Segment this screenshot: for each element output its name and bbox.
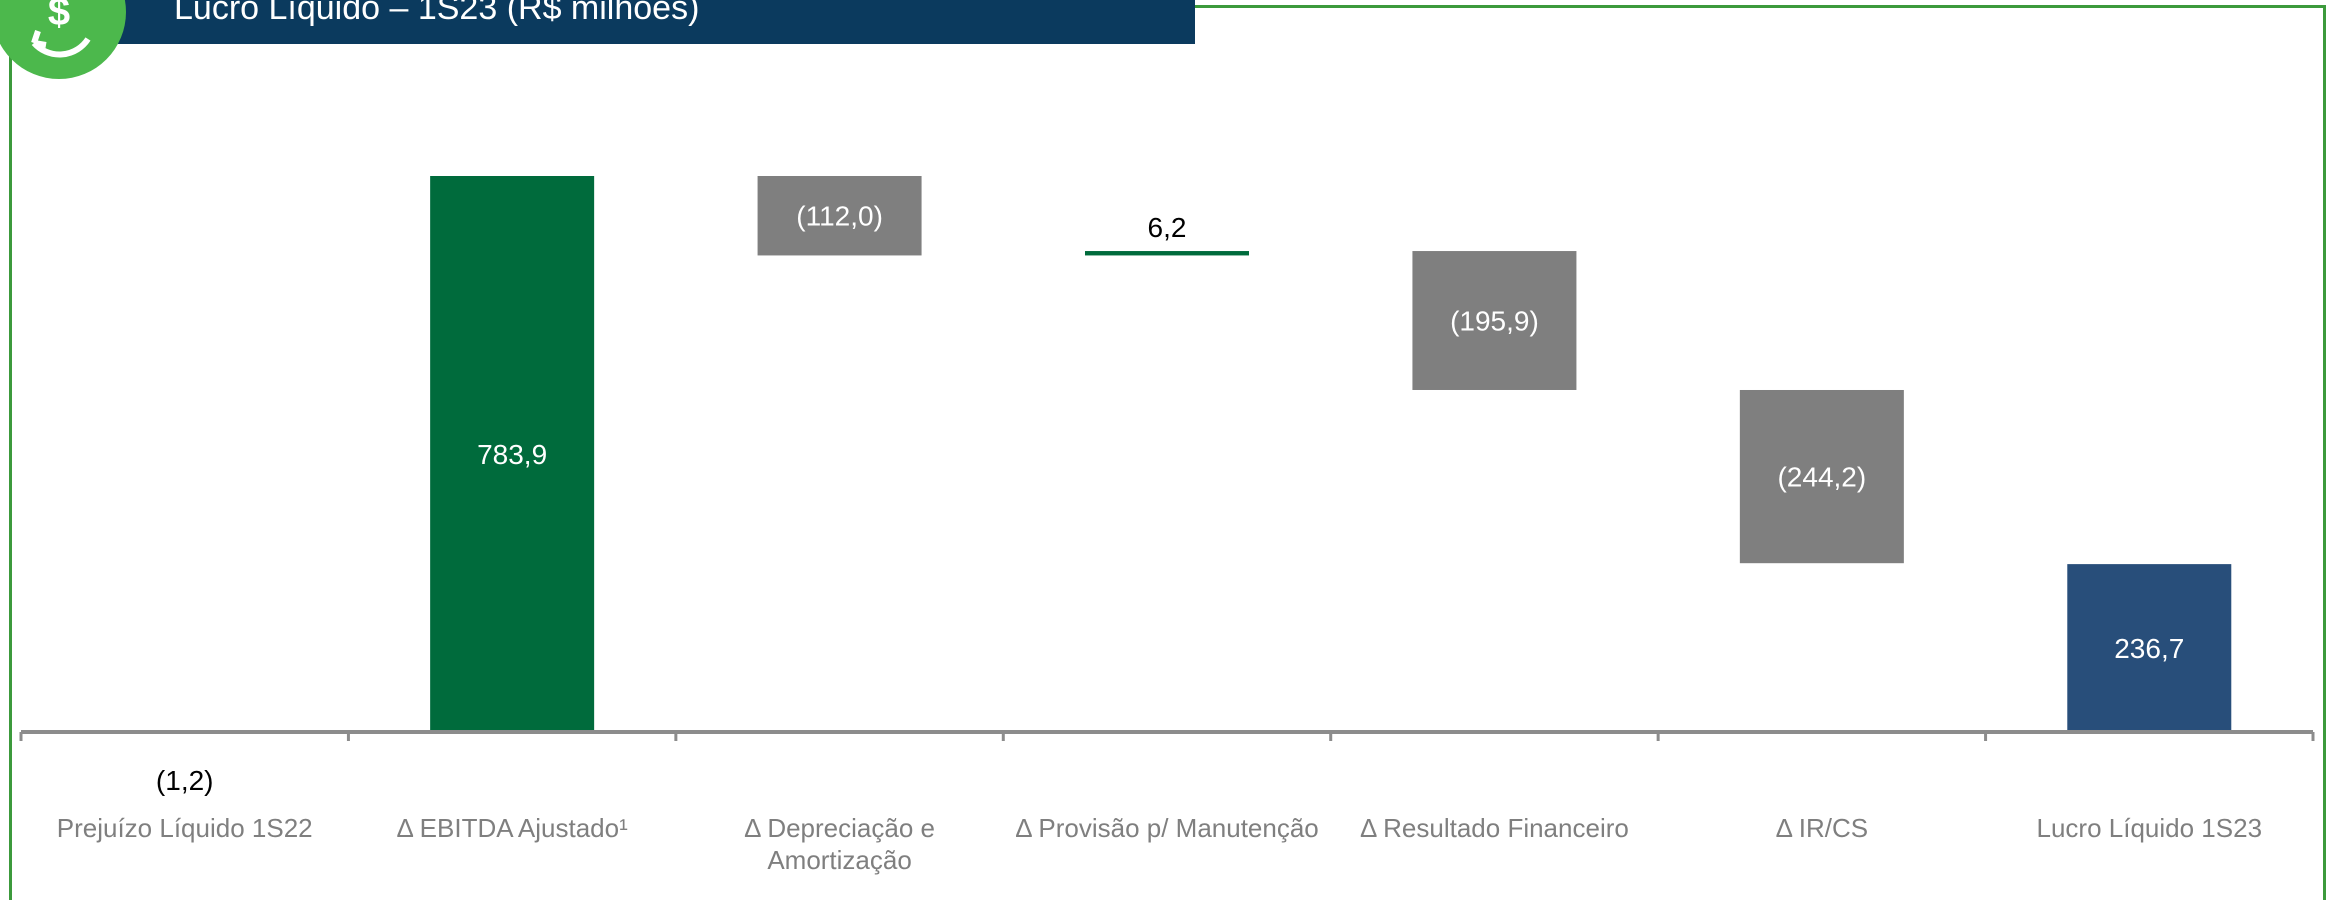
category-label-1: Δ EBITDA Ajustado¹ bbox=[396, 813, 628, 843]
bar-6 bbox=[2067, 564, 2232, 732]
page-title: Lucro Líquido – 1S23 (R$ milhões) bbox=[174, 0, 700, 27]
data-label-3: 6,2 bbox=[1148, 212, 1187, 243]
bar-3 bbox=[1085, 251, 1249, 256]
data-label-6: 236,7 bbox=[2114, 633, 2184, 664]
data-label-5: (244,2) bbox=[1777, 462, 1866, 493]
bar-4 bbox=[1412, 251, 1577, 390]
data-label-0: (1,2) bbox=[156, 765, 214, 796]
data-label-4: (195,9) bbox=[1450, 306, 1539, 337]
category-label-0: Prejuízo Líquido 1S22 bbox=[56, 813, 313, 843]
category-label-5: Δ IR/CS bbox=[1775, 813, 1869, 843]
svg-text:$: $ bbox=[48, 0, 70, 34]
category-label-2: Δ Depreciação e Amortização bbox=[744, 813, 935, 875]
bar-1 bbox=[430, 176, 595, 732]
category-label-3: Δ Provisão p/ Manutenção bbox=[1015, 813, 1319, 843]
title-bar bbox=[118, 0, 1195, 44]
dollar-cycle-icon: $ bbox=[0, 0, 126, 79]
data-label-1: 783,9 bbox=[477, 439, 547, 470]
data-label-2: (112,0) bbox=[796, 201, 883, 232]
bar-2 bbox=[757, 176, 922, 256]
category-label-6: Lucro Líquido 1S23 bbox=[2036, 813, 2263, 843]
category-label-4: Δ Resultado Financeiro bbox=[1359, 813, 1629, 843]
bar-5 bbox=[1739, 389, 1904, 564]
